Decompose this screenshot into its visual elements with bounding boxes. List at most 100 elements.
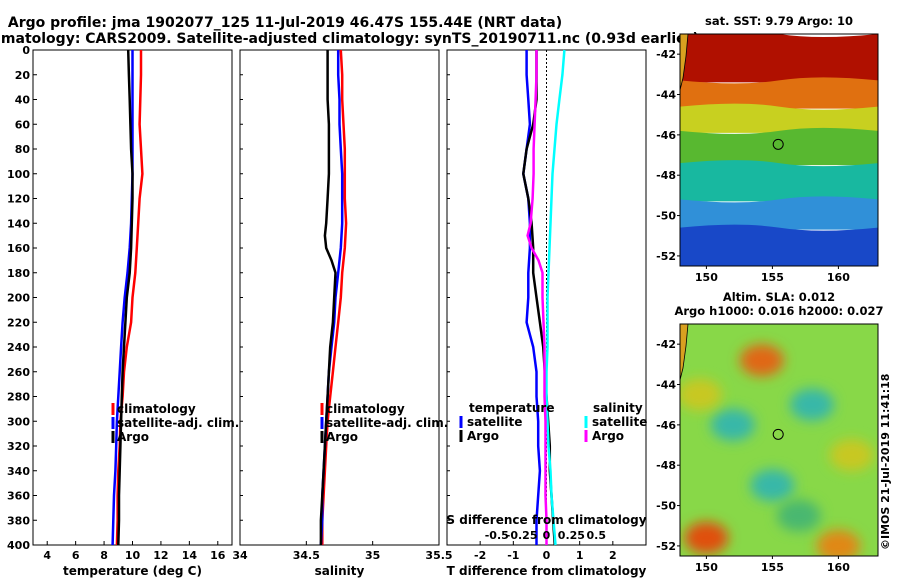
sst_map-ytick-label: -44: [656, 89, 676, 102]
difference-panel: -2 -1 0 1 2 T difference from climatology S di…: [446, 49, 647, 578]
sla_map-coastline: [680, 324, 689, 381]
temperature-ytick-label: 180: [7, 267, 30, 280]
temperature-ytick-label: 160: [7, 242, 30, 255]
title-line1: Argo profile: jma 1902077_125 11-Jul-201…: [8, 15, 562, 31]
sst_map-field: [680, 34, 878, 266]
sst_map-color-band: [680, 196, 878, 230]
difference-s-tick-label: 0: [543, 529, 551, 542]
sst_map-ytick-label: -42: [656, 48, 676, 61]
temperature-ytick-label: 40: [15, 94, 31, 107]
sla_map-title-2: Argo h1000: 0.016 h2000: 0.027: [674, 304, 883, 318]
difference-legend-salinity-title: salinity: [593, 401, 643, 415]
temperature-xtick-label: 12: [153, 549, 168, 562]
temperature-legend-item: Argo: [117, 430, 149, 444]
sla_map-anomaly-blob: [829, 439, 874, 472]
temperature-ytick-label: 240: [7, 341, 30, 354]
imos-credit: ©IMOS 21-Jul-2019 11:41:18: [879, 374, 892, 550]
sst_map-title-1: sat. SST: 9.79 Argo: 10: [705, 14, 853, 28]
temperature-xlabel: temperature (deg C): [63, 564, 202, 578]
temperature-ytick-label: 380: [7, 514, 30, 527]
temperature-ytick-label: 220: [7, 316, 30, 329]
difference-xtick-label: -2: [474, 549, 486, 562]
temperature-ytick-label: 400: [7, 539, 30, 552]
sla_map-xtick-label: 160: [827, 561, 850, 574]
sla_map-anomaly-blob: [750, 469, 795, 502]
temperature-panel: 0 20 40 60 80 100 120 140 160 180 200 220 240 260 280 3…: [7, 44, 239, 578]
difference-xtick-label: 1: [576, 549, 584, 562]
difference-s-tick-label: -0.5: [485, 529, 509, 542]
salinity-legend-item: Argo: [326, 430, 358, 444]
difference-legend-temperature-item: satellite: [467, 415, 522, 429]
sst_map-color-band: [680, 103, 878, 133]
difference-s-axis-label: S difference from climatology: [446, 513, 646, 527]
temperature-ytick-label: 0: [22, 44, 30, 57]
sst_map-color-band: [680, 127, 878, 166]
temperature-ytick-label: 80: [15, 143, 31, 156]
salinity-xtick-label: 35.5: [425, 549, 452, 562]
sla_map-ytick-label: -50: [656, 500, 676, 513]
salinity-xtick-label: 34.5: [293, 549, 320, 562]
difference-legend-temperature-title: temperature: [469, 401, 554, 415]
salinity-xtick-label: 35: [365, 549, 380, 562]
difference-s-tick-label: 0.5: [587, 529, 607, 542]
difference-xtick-label: 2: [609, 549, 617, 562]
sst_map-ytick-label: -48: [656, 169, 676, 182]
difference-s-tick-label: 0.25: [558, 529, 585, 542]
sst_map-xtick-label: 150: [695, 271, 718, 284]
salinity-xlabel: salinity: [315, 564, 365, 578]
temperature-ytick-label: 140: [7, 217, 30, 230]
temperature-ytick-label: 60: [15, 118, 31, 131]
salinity-xtick-label: 34: [232, 549, 248, 562]
temperature-xtick-label: 10: [125, 549, 141, 562]
sla_map-anomaly-blob: [739, 344, 784, 377]
difference-legend-temperature-item: Argo: [467, 429, 499, 443]
sla_map-ytick-label: -48: [656, 459, 676, 472]
sla_map-field: [680, 324, 878, 556]
difference-s-tick-label: -0.25: [506, 529, 538, 542]
sla_map-ytick-label: -46: [656, 419, 676, 432]
sla_map-argo-marker: [772, 428, 784, 440]
sla_map-frame: [679, 323, 879, 557]
sla_map-ytick-label: -44: [656, 379, 676, 392]
difference-series-temperature-satellite: [522, 50, 542, 545]
sst_map-argo-marker: [772, 138, 784, 150]
temperature-ytick-label: 100: [7, 168, 30, 181]
difference-xlabel: T difference from climatology: [447, 564, 647, 578]
temperature-ytick-label: 120: [7, 193, 30, 206]
temperature-ytick-label: 360: [7, 490, 30, 503]
title-line2: Climatology: CARS2009. Satellite-adjuste…: [0, 31, 699, 47]
sst_map-color-band: [680, 77, 878, 109]
sla_map-xtick-label: 155: [761, 561, 784, 574]
temperature-ytick-label: 20: [15, 69, 31, 82]
salinity-series-climatology: [321, 49, 348, 545]
sst_map-coastline: [680, 34, 689, 91]
salinity-legend-item: climatology: [326, 402, 405, 416]
difference-legend-salinity-item: satellite: [592, 415, 647, 429]
temperature-series-satellite-adj-clim-: [111, 50, 134, 546]
sla_map-title-1: Altim. SLA: 0.012: [723, 290, 835, 304]
temperature-legend-item: climatology: [117, 402, 196, 416]
salinity-panel: 34 34.5 35 35.5 salinity climatologysatellite…: [232, 49, 453, 578]
sla_map-anomaly-blob: [710, 408, 755, 441]
temperature-ytick-label: 280: [7, 391, 30, 404]
sla_map-xtick-label: 150: [695, 561, 718, 574]
temperature-ytick-label: 320: [7, 440, 30, 453]
sla_map-anomaly-blob: [816, 529, 861, 556]
difference-legend-salinity-item: Argo: [592, 429, 624, 443]
sst_map-xtick-label: 160: [827, 271, 850, 284]
difference-series-salinity-argo: [526, 50, 548, 545]
temperature-series-argo: [117, 49, 134, 546]
sst_map-ytick-label: -52: [656, 250, 676, 263]
temperature-xtick-label: 8: [100, 549, 108, 562]
salinity-legend-item: satellite-adj. clim.: [326, 416, 448, 430]
sst_map-frame: [679, 33, 879, 267]
sst_map-color-band: [680, 34, 878, 83]
sst_map-color-band: [680, 224, 878, 266]
temperature-ytick-label: 200: [7, 292, 30, 305]
temperature-ytick-label: 300: [7, 415, 30, 428]
temperature-xtick-label: 14: [182, 549, 198, 562]
sst-map-panel: -42 -44 -46 -48 -50 -52 150 155 160 sat. SST: 9.7…: [656, 14, 879, 284]
sla_map-anomaly-blob: [684, 521, 729, 554]
temperature-ytick-label: 260: [7, 366, 30, 379]
